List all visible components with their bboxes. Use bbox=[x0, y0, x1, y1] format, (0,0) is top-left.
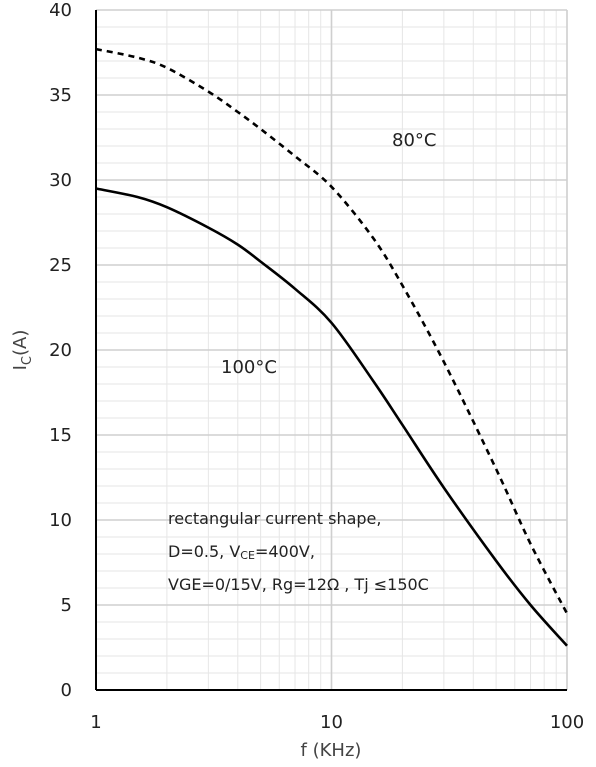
y-axis-title: IC(A) bbox=[10, 330, 35, 371]
y-tick-label: 15 bbox=[49, 425, 72, 446]
annotation-line-2-b: =400V, bbox=[255, 542, 315, 561]
y-tick-label: 10 bbox=[49, 510, 72, 531]
x-tick-label: 10 bbox=[320, 712, 343, 733]
y-tick-label: 20 bbox=[49, 340, 72, 361]
y-tick-label: 30 bbox=[49, 170, 72, 191]
y-axis-title-sub: C bbox=[20, 356, 35, 365]
series-label-100c: 100°C bbox=[221, 357, 277, 378]
y-tick-label: 25 bbox=[49, 255, 72, 276]
y-tick-label: 35 bbox=[49, 85, 72, 106]
x-axis-title: f (KHz) bbox=[301, 740, 362, 761]
series-layer bbox=[95, 47, 569, 647]
y-tick-label: 40 bbox=[49, 0, 72, 21]
series-line-100c bbox=[95, 187, 568, 647]
annotation-line-3: VGE=0/15V, Rg=12Ω , Tj ≤150C bbox=[168, 575, 429, 594]
annotation-line-1: rectangular current shape, bbox=[168, 509, 381, 528]
y-tick-label: 5 bbox=[61, 595, 72, 616]
series-label-80c: 80°C bbox=[392, 130, 436, 151]
y-axis-title-tail: (A) bbox=[10, 330, 31, 356]
axis-layer bbox=[95, 10, 567, 691]
y-tick-label: 0 bbox=[61, 680, 72, 701]
tick-labels: 0 5 10 15 20 25 30 35 40 1 10 100 bbox=[49, 0, 584, 733]
grid-layer bbox=[96, 9, 568, 690]
annotation-line-2-sub: CE bbox=[240, 549, 255, 562]
y-axis-title-main: I bbox=[10, 365, 31, 370]
annotation-line-2: D=0.5, VCE=400V, bbox=[168, 542, 315, 562]
annotation-line-2-a: D=0.5, V bbox=[168, 542, 240, 561]
x-tick-label: 1 bbox=[90, 712, 101, 733]
series-line-80c bbox=[95, 47, 569, 615]
x-tick-label: 100 bbox=[550, 712, 584, 733]
